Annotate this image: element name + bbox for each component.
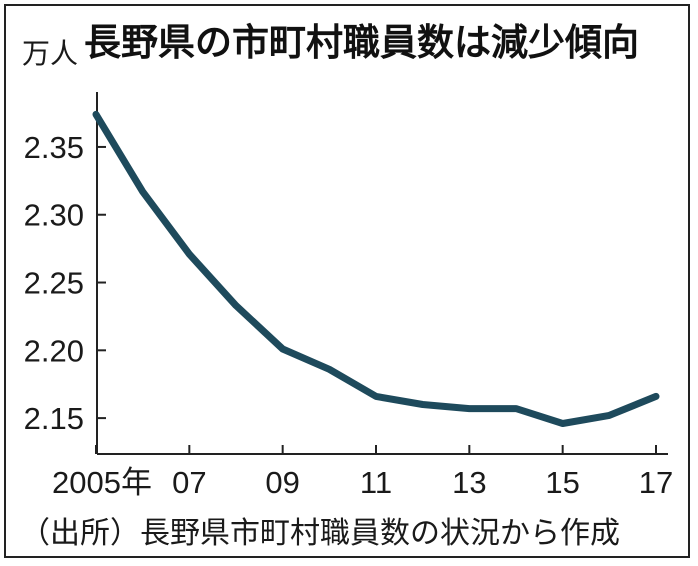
- data-point: [422, 404, 424, 406]
- series-line: [92, 110, 660, 427]
- y-tick-label: 2.25: [24, 266, 84, 301]
- chart-frame: [4, 4, 690, 558]
- data-point: [375, 395, 377, 397]
- x-tick-label: 17: [639, 465, 673, 500]
- data-point: [142, 191, 144, 193]
- x-tick-label: 07: [172, 465, 206, 500]
- data-point: [655, 395, 657, 397]
- data-point: [235, 305, 237, 307]
- source-note: （出所）長野県市町村職員数の状況から作成: [20, 516, 620, 551]
- data-point: [282, 348, 284, 350]
- y-tick-label: 2.30: [24, 198, 84, 233]
- data-point: [608, 414, 610, 416]
- data-point: [95, 113, 97, 115]
- data-point: [188, 253, 190, 255]
- chart-title: 長野県の市町村職員数は減少傾向: [84, 21, 639, 64]
- y-tick-label: 2.35: [24, 130, 84, 165]
- x-tick-label: 13: [452, 465, 486, 500]
- y-tick-label: 2.20: [24, 333, 84, 368]
- y-tick-label: 2.15: [24, 401, 84, 436]
- data-point: [562, 423, 564, 425]
- data-point: [328, 368, 330, 370]
- data-point: [468, 408, 470, 410]
- x-tick-label: 09: [265, 465, 299, 500]
- x-tick-label: 11: [360, 465, 392, 500]
- y-axis-unit: 万人: [22, 37, 79, 70]
- x-tick-label: 15: [545, 465, 579, 500]
- x-tick-label: 2005年: [52, 465, 152, 500]
- data-point: [515, 408, 517, 410]
